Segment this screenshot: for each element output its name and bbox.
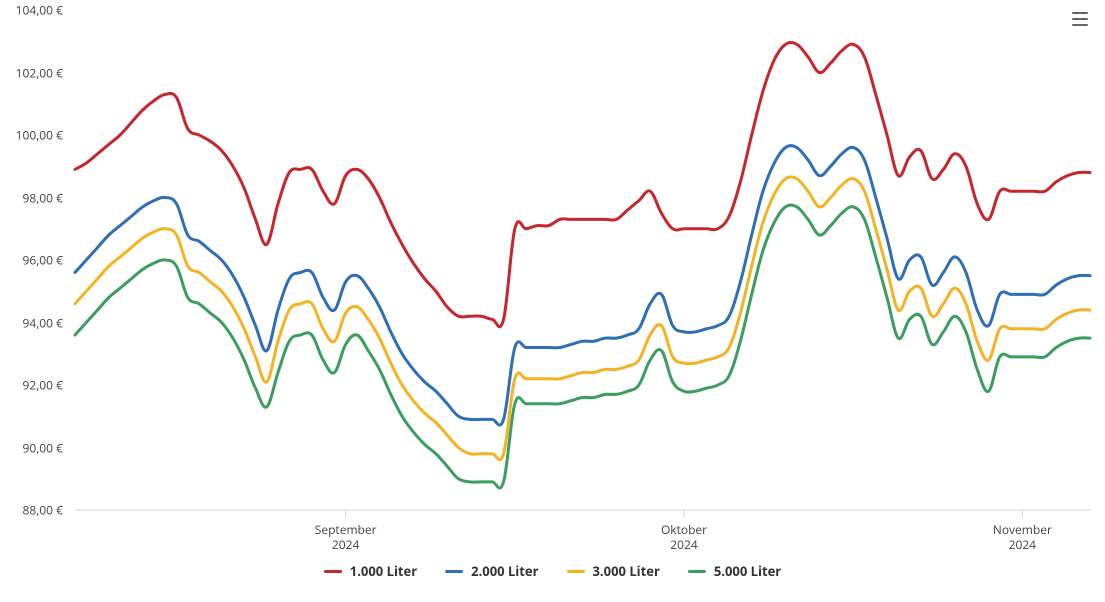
- chart-menu-button[interactable]: [1067, 6, 1093, 32]
- y-axis-tick-label: 94,00 €: [0, 314, 63, 331]
- legend-label: 1.000 Liter: [350, 562, 417, 580]
- y-axis-tick-label: 100,00 €: [0, 127, 63, 144]
- legend-item[interactable]: 5.000 Liter: [688, 562, 781, 580]
- legend-label: 3.000 Liter: [593, 562, 660, 580]
- x-axis-tick-label: September2024: [315, 522, 377, 552]
- series-line[interactable]: [75, 146, 1090, 426]
- y-axis-tick-label: 96,00 €: [0, 252, 63, 269]
- legend-swatch: [688, 570, 706, 573]
- legend-item[interactable]: 2.000 Liter: [445, 562, 538, 580]
- y-axis-tick-label: 90,00 €: [0, 439, 63, 456]
- legend-item[interactable]: 3.000 Liter: [567, 562, 660, 580]
- legend-swatch: [445, 570, 463, 573]
- chart-legend: 1.000 Liter 2.000 Liter 3.000 Liter 5.000 L…: [0, 562, 1105, 580]
- x-axis-tick-label: Oktober2024: [661, 522, 707, 552]
- legend-label: 2.000 Liter: [471, 562, 538, 580]
- chart-plot-area: [0, 0, 1105, 602]
- y-axis-tick-label: 92,00 €: [0, 377, 63, 394]
- y-axis-tick-label: 98,00 €: [0, 189, 63, 206]
- legend-swatch: [324, 570, 342, 573]
- legend-label: 5.000 Liter: [714, 562, 781, 580]
- y-axis-tick-label: 102,00 €: [0, 64, 63, 81]
- y-axis-tick-label: 104,00 €: [0, 2, 63, 19]
- y-axis-tick-label: 88,00 €: [0, 502, 63, 519]
- series-line[interactable]: [75, 205, 1090, 488]
- x-axis-tick-label: November2024: [993, 522, 1052, 552]
- legend-swatch: [567, 570, 585, 573]
- price-line-chart: 88,00 € 90,00 € 92,00 € 94,00 € 96,00 € 98,00…: [0, 0, 1105, 602]
- hamburger-menu-icon: [1072, 12, 1088, 14]
- legend-item[interactable]: 1.000 Liter: [324, 562, 417, 580]
